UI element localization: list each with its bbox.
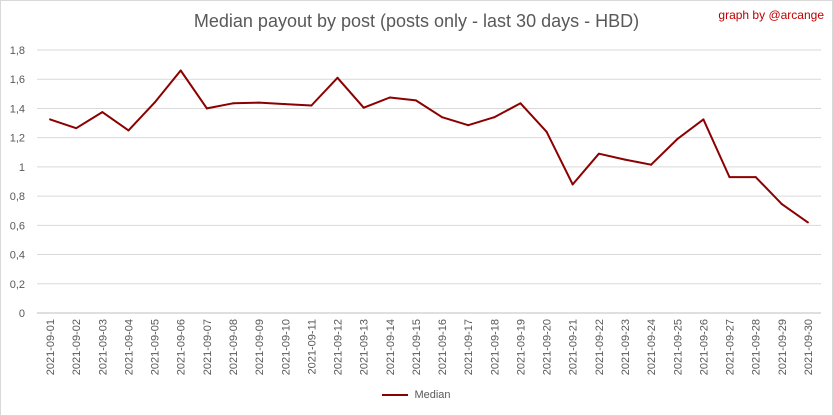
x-tick-label: 2021-09-19 <box>515 319 527 375</box>
x-axis-ticks: 2021-09-01 2021-09-02 2021-09-03 2021-09-04… <box>45 319 815 375</box>
data-point <box>545 130 548 133</box>
legend: Median <box>1 389 832 401</box>
x-tick-label: 2021-09-22 <box>594 319 606 375</box>
x-tick-label: 2021-09-11 <box>306 319 318 374</box>
series-line-median <box>49 69 809 224</box>
x-tick-label: 2021-09-29 <box>777 319 789 375</box>
x-tick-label: 2021-09-03 <box>97 319 109 375</box>
data-point <box>702 118 705 121</box>
x-tick-label: 2021-09-12 <box>333 319 345 375</box>
data-point <box>467 124 470 127</box>
y-tick-label: 1,6 <box>10 74 25 86</box>
x-tick-label: 2021-09-15 <box>411 319 423 375</box>
data-point <box>806 221 809 224</box>
data-point <box>101 111 104 114</box>
data-point <box>258 101 261 104</box>
chart-credit: graph by @arcange <box>718 8 824 22</box>
x-tick-label: 2021-09-06 <box>176 319 188 375</box>
x-tick-label: 2021-09-13 <box>359 319 371 375</box>
x-tick-label: 2021-09-07 <box>202 319 214 375</box>
data-point <box>127 129 130 132</box>
x-tick-label: 2021-09-02 <box>71 319 83 375</box>
x-tick-label: 2021-09-18 <box>489 319 501 375</box>
data-point <box>571 183 574 186</box>
x-tick-label: 2021-09-10 <box>280 319 292 375</box>
y-tick-label: 0,2 <box>10 279 25 291</box>
data-point <box>75 127 78 130</box>
data-point <box>624 158 626 161</box>
y-tick-label: 0,4 <box>10 250 25 262</box>
x-tick-label: 2021-09-01 <box>45 319 57 375</box>
data-point <box>284 103 287 106</box>
data-point <box>232 102 234 105</box>
data-point <box>336 76 339 79</box>
y-axis-ticks: 0 0,2 0,4 0,6 0,8 1 1,2 1,4 1,6 1,8 <box>10 45 25 320</box>
gridlines <box>37 49 821 314</box>
data-point <box>414 99 417 102</box>
x-tick-label: 2021-09-24 <box>646 319 658 375</box>
y-tick-label: 1,8 <box>10 45 25 57</box>
x-tick-label: 2021-09-30 <box>803 319 815 375</box>
x-tick-label: 2021-09-27 <box>725 319 737 375</box>
data-point <box>362 106 365 109</box>
data-point <box>754 176 757 179</box>
x-tick-label: 2021-09-20 <box>542 319 554 375</box>
y-tick-label: 1 <box>19 162 25 174</box>
x-tick-label: 2021-09-28 <box>751 319 763 375</box>
chart-title: Median payout by post (posts only - last… <box>193 11 640 31</box>
data-point <box>728 176 731 179</box>
x-tick-label: 2021-09-05 <box>150 319 162 375</box>
data-point <box>441 116 444 119</box>
data-point <box>153 101 156 104</box>
data-point <box>650 163 653 166</box>
data-point <box>597 152 600 155</box>
data-point <box>676 138 679 141</box>
x-tick-label: 2021-09-21 <box>568 319 580 375</box>
x-tick-label: 2021-09-04 <box>123 319 135 375</box>
x-tick-label: 2021-09-26 <box>698 319 710 375</box>
x-tick-label: 2021-09-23 <box>620 319 632 375</box>
x-tick-label: 2021-09-16 <box>437 319 449 375</box>
data-point <box>205 107 208 110</box>
data-point <box>310 104 313 107</box>
x-tick-label: 2021-09-08 <box>228 319 240 375</box>
y-tick-label: 0,8 <box>10 191 25 203</box>
data-point <box>519 102 522 105</box>
data-point <box>493 116 496 119</box>
x-tick-label: 2021-09-25 <box>672 319 684 375</box>
legend-swatch <box>382 394 409 396</box>
y-tick-label: 1,4 <box>10 103 25 115</box>
x-tick-label: 2021-09-17 <box>463 319 475 375</box>
series-group <box>49 69 809 224</box>
x-tick-label: 2021-09-14 <box>385 319 397 375</box>
y-tick-label: 0 <box>19 308 25 320</box>
legend-label: Median <box>414 389 451 401</box>
data-point <box>179 69 182 72</box>
x-tick-label: 2021-09-09 <box>254 319 266 375</box>
data-point <box>388 96 391 99</box>
data-point <box>780 203 783 206</box>
y-tick-label: 1,2 <box>10 133 25 145</box>
y-tick-label: 0,6 <box>10 220 25 232</box>
data-point <box>49 118 52 121</box>
